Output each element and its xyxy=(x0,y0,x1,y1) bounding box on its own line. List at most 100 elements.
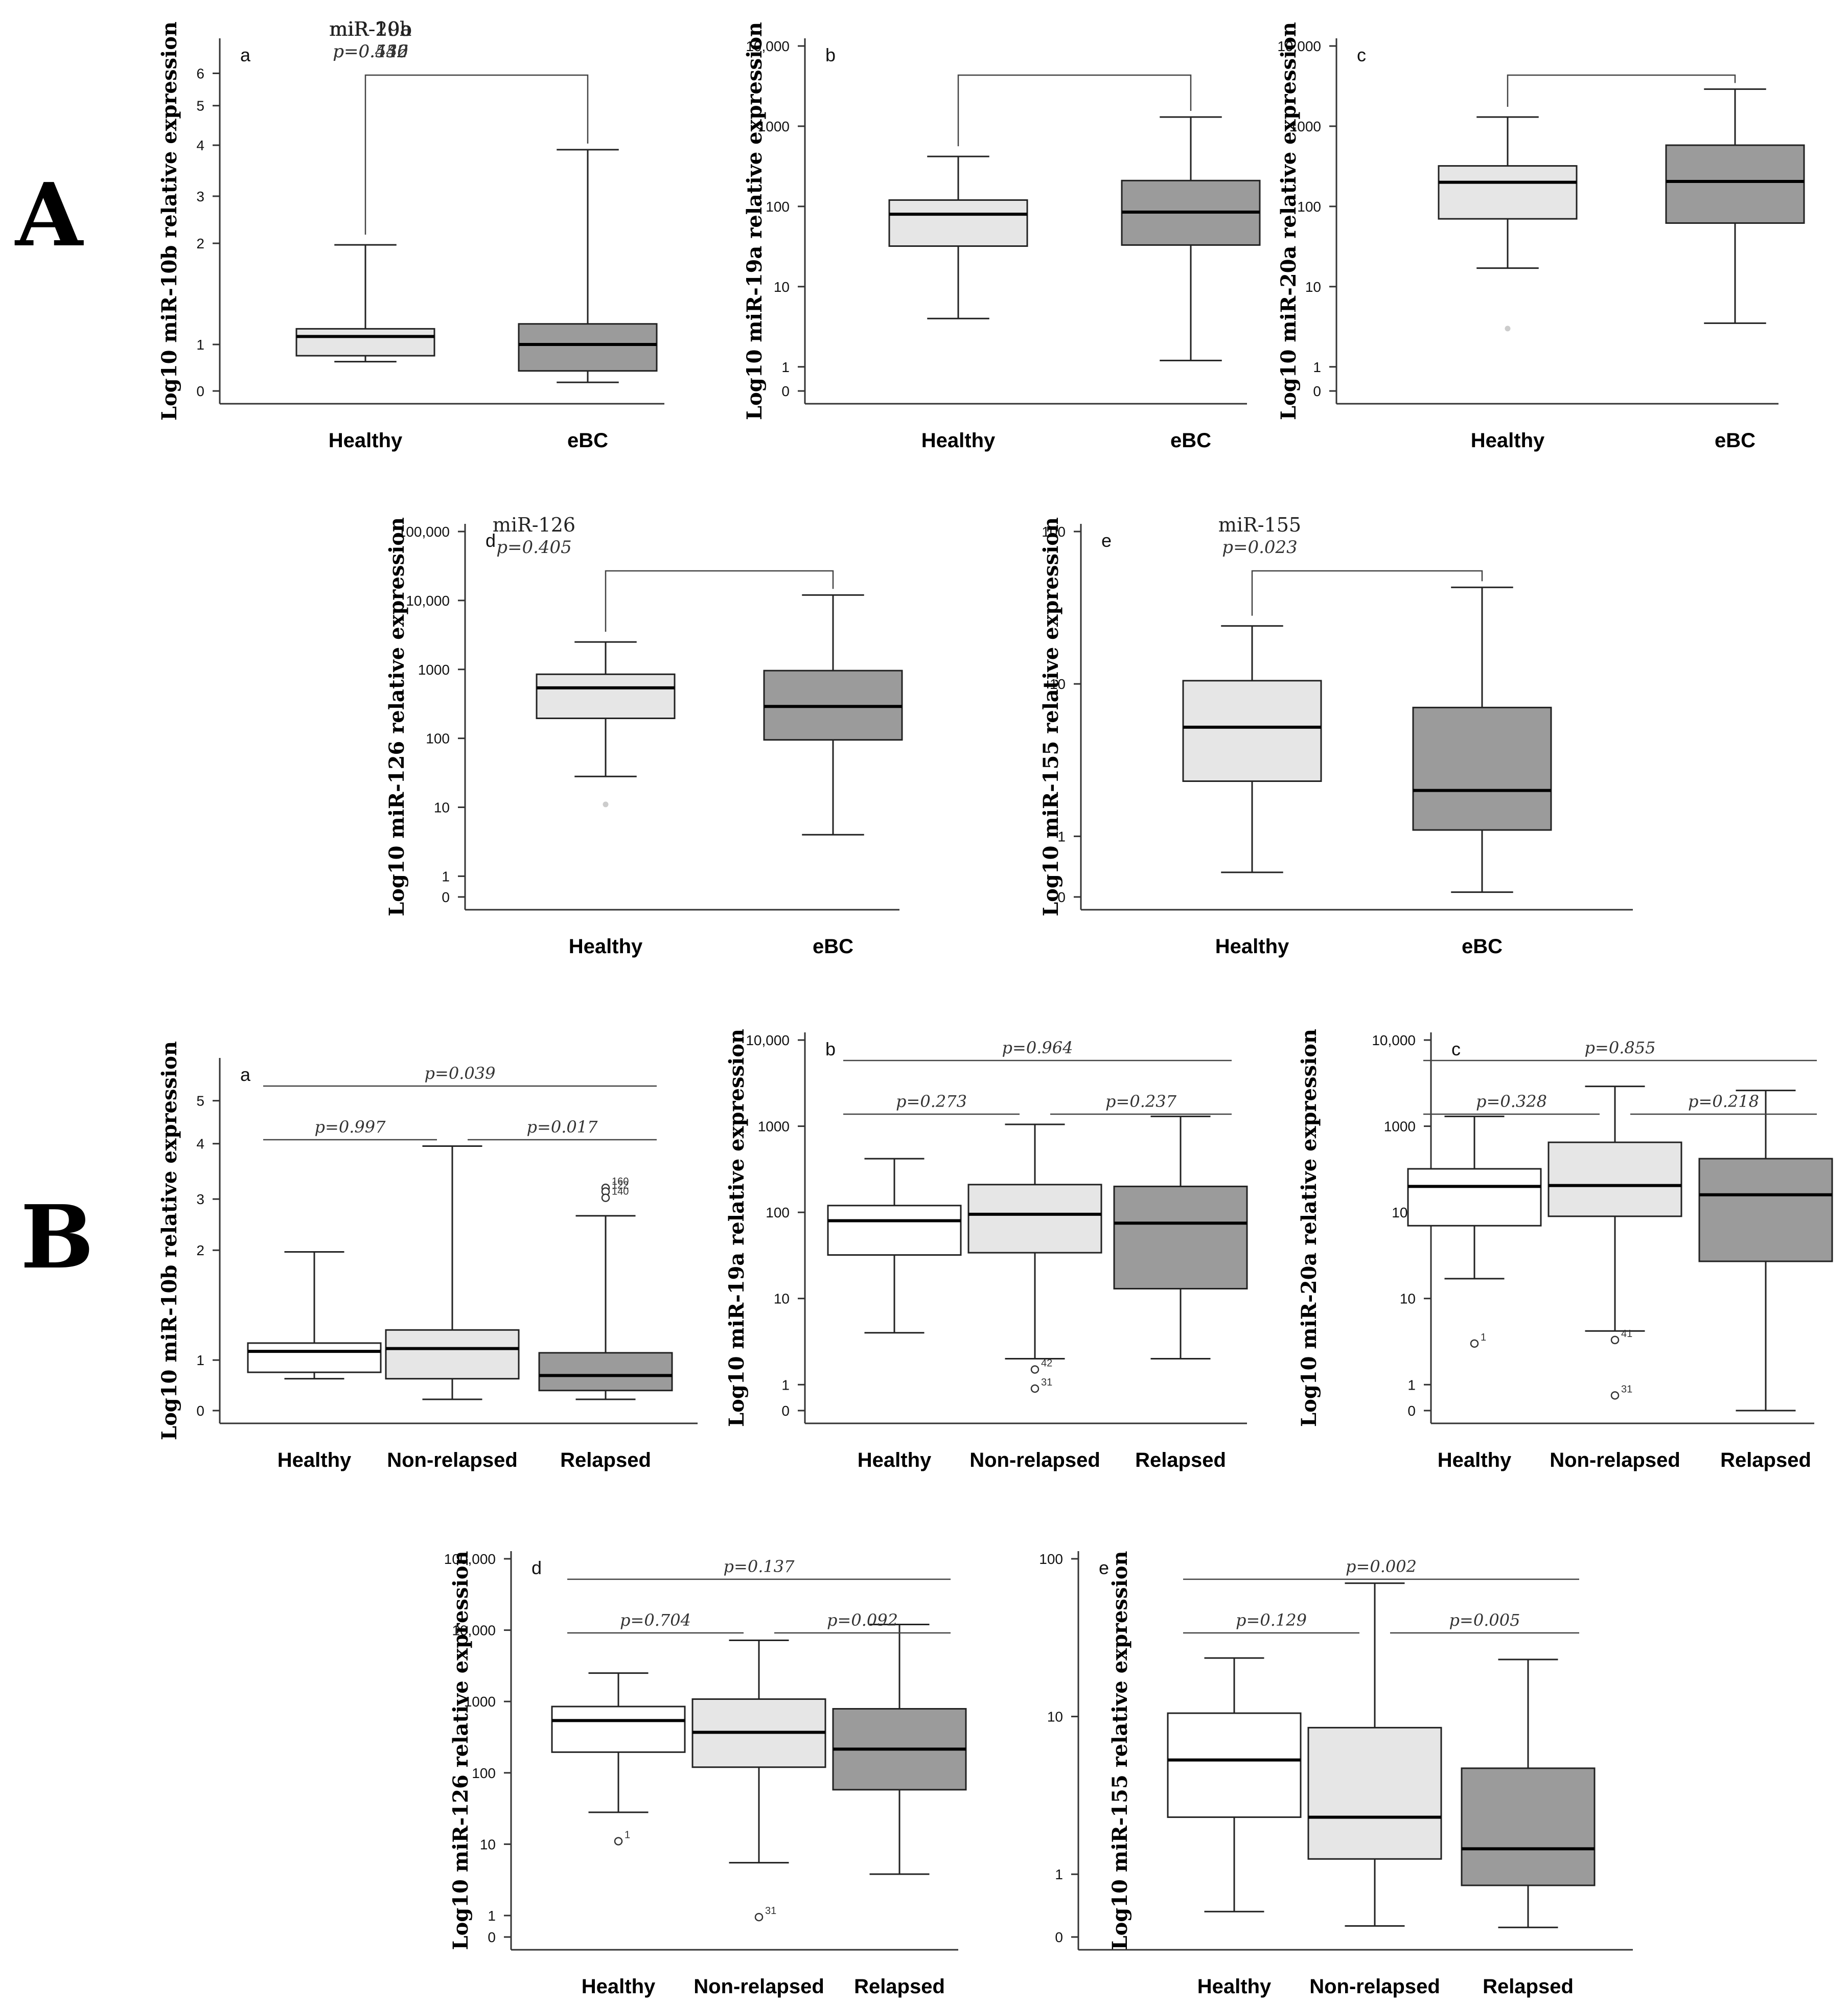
ba-y-tick-label: 2 xyxy=(196,1242,204,1258)
bb-category-label: Non-relapsed xyxy=(969,1449,1100,1471)
ae-category-label: eBC xyxy=(1462,935,1503,958)
bb-p-value: p=0.964 xyxy=(1002,1038,1073,1057)
ab-p-value: p=0.456 xyxy=(333,41,408,62)
ba-p-value: p=0.997 xyxy=(315,1117,386,1137)
bb-y-tick-label: 10,000 xyxy=(746,1032,790,1048)
bb-y-tick-label: 100 xyxy=(766,1205,790,1220)
bd-y-tick-label: 0 xyxy=(488,1929,496,1945)
be-category-label: Non-relapsed xyxy=(1309,1975,1440,1998)
aa-category-label: eBC xyxy=(567,429,608,452)
bb-y-tick-label: 1 xyxy=(781,1377,790,1393)
ab-y-tick-label: 100 xyxy=(766,199,790,215)
ad-category-label: eBC xyxy=(813,935,853,958)
aa-y-axis-label: Log10 miR-10b relative expression xyxy=(157,21,181,421)
ba-box-0 xyxy=(247,1342,382,1373)
ad-y-tick-label: 1000 xyxy=(418,662,450,678)
bd-outlier-label: 1 xyxy=(625,1830,630,1841)
be-box-2 xyxy=(1461,1767,1596,1886)
aa-y-tick-label: 0 xyxy=(196,383,204,399)
be-y-tick-label: 0 xyxy=(1055,1929,1063,1945)
ad-panel-letter: d xyxy=(486,530,496,551)
ad-p-value: p=0.405 xyxy=(496,537,572,558)
bd-p-value: p=0.137 xyxy=(724,1557,795,1576)
bc-category-label: Relapsed xyxy=(1720,1449,1811,1471)
section-label-a: A xyxy=(14,164,84,266)
aa-y-tick-label: 1 xyxy=(196,337,204,353)
ae-box-0 xyxy=(1182,680,1322,782)
bd-y-axis-label: Log10 miR-126 relative expression xyxy=(449,1551,473,1950)
bc-outlier xyxy=(1610,1335,1620,1345)
bd-p-value: p=0.092 xyxy=(827,1610,898,1630)
bd-y-tick-label: 100,000 xyxy=(444,1551,496,1567)
aa-y-tick-label: 2 xyxy=(196,236,204,251)
ac-p-value: p=0.542 xyxy=(333,41,408,62)
bc-box-1 xyxy=(1547,1141,1682,1217)
ae-panel-letter: e xyxy=(1101,530,1112,551)
ad-y-tick-label: 100,000 xyxy=(398,524,450,540)
ac-y-tick-label: 10 xyxy=(1305,279,1321,295)
ba-outlier-label: 122 xyxy=(612,1180,629,1191)
bb-y-axis-label: Log10 miR-19a relative expression xyxy=(725,1029,749,1427)
bb-y-tick-label: 10 xyxy=(774,1291,790,1307)
bb-outlier xyxy=(1030,1365,1040,1374)
ba-category-label: Healthy xyxy=(278,1449,352,1471)
bd-outlier xyxy=(614,1837,623,1846)
ad-box-0 xyxy=(536,673,676,720)
bd-outlier-label: 31 xyxy=(765,1905,776,1917)
bc-y-tick-label: 0 xyxy=(1407,1403,1416,1419)
bb-category-label: Healthy xyxy=(858,1449,932,1471)
ba-y-tick-label: 5 xyxy=(196,1093,204,1109)
ae-y-tick-label: 1 xyxy=(1057,828,1066,844)
aa-y-tick-label: 6 xyxy=(196,65,204,81)
ab-comparison-bracket xyxy=(957,74,1192,147)
bd-y-tick-label: 1 xyxy=(488,1908,496,1924)
ba-box-1 xyxy=(385,1329,520,1380)
bd-outlier xyxy=(754,1912,764,1922)
be-box-0 xyxy=(1167,1712,1302,1818)
bb-outlier-label: 31 xyxy=(1041,1377,1052,1388)
bb-outlier-label: 42 xyxy=(1041,1358,1052,1369)
be-box-1 xyxy=(1307,1726,1442,1860)
bc-outlier-label: 1 xyxy=(1481,1332,1486,1343)
bc-y-tick-label: 10,000 xyxy=(1372,1032,1416,1048)
ad-y-tick-label: 1 xyxy=(442,868,450,884)
be-p-value: p=0.005 xyxy=(1449,1610,1520,1630)
aa-comparison-bracket xyxy=(364,74,589,235)
section-label-b: B xyxy=(20,1186,94,1288)
ae-box-1 xyxy=(1412,706,1552,831)
ad-category-label: Healthy xyxy=(569,935,643,958)
bd-y-tick-label: 10 xyxy=(480,1836,496,1852)
ba-panel-letter: a xyxy=(240,1064,251,1085)
ba-p-value: p=0.039 xyxy=(425,1064,496,1083)
ac-y-tick-label: 0 xyxy=(1313,383,1321,399)
bc-p-value: p=0.328 xyxy=(1476,1092,1547,1111)
ad-outlier xyxy=(603,801,609,808)
bb-p-value: p=0.273 xyxy=(896,1092,967,1111)
bd-box-0 xyxy=(551,1705,686,1753)
bb-y-tick-label: 0 xyxy=(781,1403,790,1419)
ad-y-tick-label: 0 xyxy=(442,889,450,905)
ba-p-value: p=0.017 xyxy=(527,1117,598,1137)
bb-y-tick-label: 1000 xyxy=(758,1119,790,1135)
be-p-value: p=0.129 xyxy=(1236,1610,1307,1630)
bc-outlier-label: 31 xyxy=(1621,1384,1632,1395)
ab-box-0 xyxy=(888,199,1028,247)
ae-y-tick-label: 0 xyxy=(1057,889,1066,905)
aa-box-0 xyxy=(295,328,435,357)
bb-p-value: p=0.237 xyxy=(1105,1092,1177,1111)
bd-y-tick-label: 100 xyxy=(472,1765,496,1781)
bc-y-tick-label: 10 xyxy=(1400,1291,1416,1307)
bc-p-value: p=0.218 xyxy=(1688,1092,1759,1111)
ba-y-tick-label: 4 xyxy=(196,1136,204,1152)
bc-category-label: Healthy xyxy=(1438,1449,1512,1471)
ba-y-tick-label: 1 xyxy=(196,1352,204,1368)
ab-category-label: Healthy xyxy=(921,429,996,452)
bc-outlier xyxy=(1470,1339,1479,1348)
be-p-value: p=0.002 xyxy=(1346,1557,1417,1576)
bb-box-0 xyxy=(827,1205,962,1256)
aa-box-1 xyxy=(518,323,658,372)
bd-p-value: p=0.704 xyxy=(620,1610,691,1630)
bb-box-2 xyxy=(1113,1185,1248,1289)
bd-panel-letter: d xyxy=(532,1557,542,1578)
